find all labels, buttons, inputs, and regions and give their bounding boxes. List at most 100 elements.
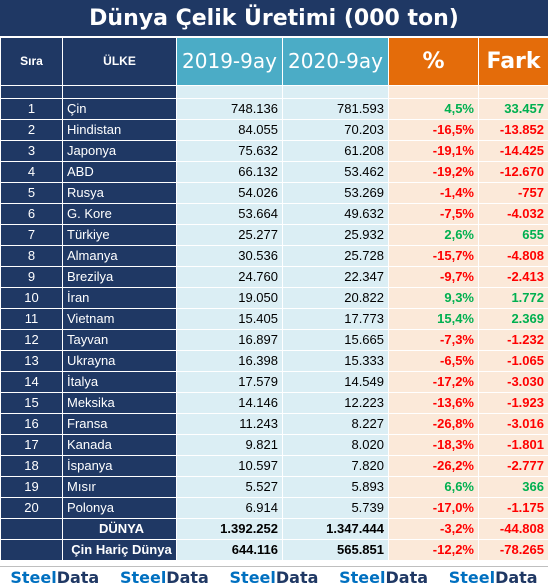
rank-cell: 3 [1, 141, 63, 162]
total-2020-cell: 1.347.444 [283, 519, 389, 540]
rank-cell-empty [1, 519, 63, 540]
difference-cell: -1.065 [479, 351, 548, 372]
percent-change-cell: -17,2% [389, 372, 479, 393]
difference-cell: -13.852 [479, 120, 548, 141]
spacer-cell [389, 86, 479, 99]
steeldata-logo: SteelData [230, 568, 319, 587]
percent-change-cell: -13,6% [389, 393, 479, 414]
value-2019-cell: 25.277 [177, 225, 283, 246]
value-2019-cell: 6.914 [177, 498, 283, 519]
difference-cell: 2.369 [479, 309, 548, 330]
percent-change-cell: -19,2% [389, 162, 479, 183]
percent-change-cell: -7,5% [389, 204, 479, 225]
rank-cell: 4 [1, 162, 63, 183]
value-2019-cell: 53.664 [177, 204, 283, 225]
value-2020-cell: 20.822 [283, 288, 389, 309]
difference-cell: -2.777 [479, 456, 548, 477]
rank-cell: 17 [1, 435, 63, 456]
country-cell: G. Kore [63, 204, 177, 225]
rank-cell: 20 [1, 498, 63, 519]
percent-change-cell: -26,2% [389, 456, 479, 477]
rank-cell: 18 [1, 456, 63, 477]
value-2020-cell: 12.223 [283, 393, 389, 414]
value-2020-cell: 15.333 [283, 351, 389, 372]
value-2019-cell: 16.398 [177, 351, 283, 372]
country-cell: Türkiye [63, 225, 177, 246]
value-2020-cell: 49.632 [283, 204, 389, 225]
rank-cell: 12 [1, 330, 63, 351]
rank-cell: 10 [1, 288, 63, 309]
difference-cell: -12.670 [479, 162, 548, 183]
header-country: ÜLKE [63, 38, 177, 86]
percent-change-cell: 4,5% [389, 99, 479, 120]
total-diff-cell: -78.265 [479, 540, 548, 561]
steeldata-logo: SteelData [339, 568, 428, 587]
value-2019-cell: 75.632 [177, 141, 283, 162]
percent-change-cell: 2,6% [389, 225, 479, 246]
rank-cell-empty [1, 540, 63, 561]
percent-change-cell: -18,3% [389, 435, 479, 456]
value-2019-cell: 16.897 [177, 330, 283, 351]
spacer-cell [1, 86, 63, 99]
country-cell: Ukrayna [63, 351, 177, 372]
header-2019: 2019-9ay [177, 38, 283, 86]
percent-change-cell: -16,5% [389, 120, 479, 141]
value-2020-cell: 61.208 [283, 141, 389, 162]
difference-cell: 366 [479, 477, 548, 498]
percent-change-cell: -19,1% [389, 141, 479, 162]
rank-cell: 5 [1, 183, 63, 204]
country-cell: Vietnam [63, 309, 177, 330]
percent-change-cell: -26,8% [389, 414, 479, 435]
country-cell: Kanada [63, 435, 177, 456]
rank-cell: 6 [1, 204, 63, 225]
value-2019-cell: 15.405 [177, 309, 283, 330]
value-2019-cell: 19.050 [177, 288, 283, 309]
percent-change-cell: 15,4% [389, 309, 479, 330]
value-2020-cell: 5.739 [283, 498, 389, 519]
value-2020-cell: 25.728 [283, 246, 389, 267]
spacer-cell [479, 86, 548, 99]
rank-cell: 8 [1, 246, 63, 267]
percent-change-cell: -1,4% [389, 183, 479, 204]
country-cell: Almanya [63, 246, 177, 267]
country-cell: İtalya [63, 372, 177, 393]
country-cell: Fransa [63, 414, 177, 435]
value-2019-cell: 30.536 [177, 246, 283, 267]
value-2019-cell: 24.760 [177, 267, 283, 288]
difference-cell: -14.425 [479, 141, 548, 162]
logo-part-steel: Steel [120, 568, 166, 587]
value-2020-cell: 22.347 [283, 267, 389, 288]
difference-cell: 1.772 [479, 288, 548, 309]
logo-part-data: Data [57, 568, 100, 587]
rank-cell: 2 [1, 120, 63, 141]
header-rank: Sıra [1, 38, 63, 86]
percent-change-cell: -17,0% [389, 498, 479, 519]
total-label-cell: Çin Hariç Dünya [63, 540, 177, 561]
difference-cell: -3.016 [479, 414, 548, 435]
header-row: Sıra ÜLKE 2019-9ay 2020-9ay % Fark [1, 38, 548, 86]
country-cell: İspanya [63, 456, 177, 477]
total-diff-cell: -44.808 [479, 519, 548, 540]
value-2020-cell: 8.020 [283, 435, 389, 456]
value-2019-cell: 9.821 [177, 435, 283, 456]
spacer-row [1, 86, 548, 99]
difference-cell: -3.030 [479, 372, 548, 393]
spacer-cell [63, 86, 177, 99]
country-cell: Polonya [63, 498, 177, 519]
country-cell: Hindistan [63, 120, 177, 141]
difference-cell: -1.801 [479, 435, 548, 456]
value-2019-cell: 5.527 [177, 477, 283, 498]
country-cell: Mısır [63, 477, 177, 498]
country-cell: Brezilya [63, 267, 177, 288]
value-2020-cell: 8.227 [283, 414, 389, 435]
value-2020-cell: 781.593 [283, 99, 389, 120]
rank-cell: 14 [1, 372, 63, 393]
